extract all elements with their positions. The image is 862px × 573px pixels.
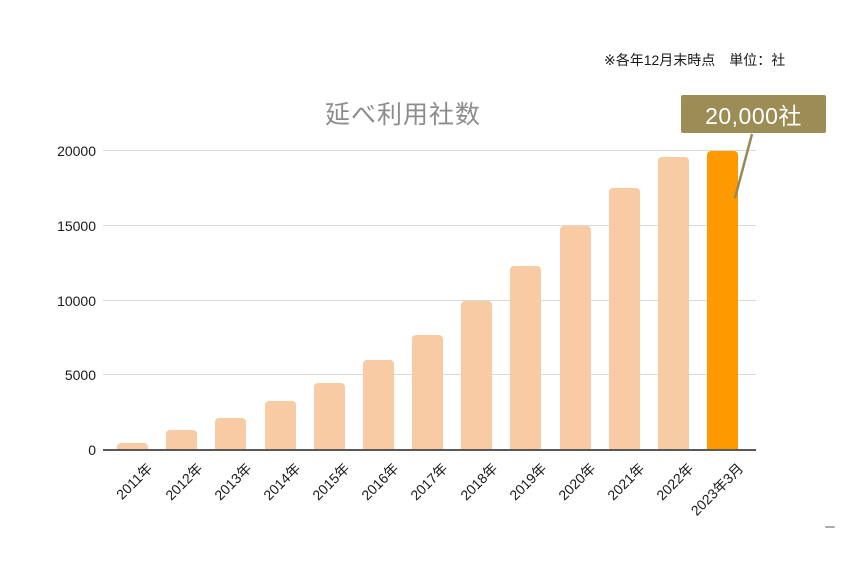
source-note: ※各年12月末時点 単位：社	[604, 52, 786, 68]
x-tick-label-2020年: 2020年	[555, 460, 599, 504]
y-tick-label-15000: 15000	[57, 217, 96, 234]
bar-2016年	[362, 360, 394, 450]
callout-label: 20,000社	[681, 95, 826, 133]
bar-2018年	[461, 300, 493, 450]
bar-2012年	[166, 429, 198, 450]
plot-area	[103, 150, 756, 451]
y-tick-label-5000: 5000	[64, 367, 96, 384]
y-tick-label-20000: 20000	[57, 143, 96, 159]
bar-2013年	[215, 417, 247, 450]
x-tick-label-2022年: 2022年	[653, 460, 697, 504]
x-tick-label-2016年: 2016年	[358, 460, 402, 504]
gridline-20000	[103, 150, 756, 151]
x-tick-label-2014年: 2014年	[260, 460, 304, 504]
x-tick-label-2021年: 2021年	[604, 460, 648, 504]
x-tick-label-2012年: 2012年	[161, 460, 205, 504]
bar-2015年	[313, 382, 345, 450]
bar-2022年	[657, 156, 689, 450]
x-tick-label-2018年: 2018年	[456, 460, 501, 504]
bar-2014年	[264, 400, 296, 450]
gridline-15000	[103, 224, 756, 226]
bar-2023年3月	[707, 151, 739, 450]
bar-2021年	[608, 188, 640, 450]
bar-2017年	[412, 334, 444, 450]
x-tick-label-2017年: 2017年	[407, 460, 451, 504]
x-tick-label-2023年3月: 2023年3月	[687, 460, 746, 519]
x-tick-label-2015年: 2015年	[309, 460, 353, 504]
x-tick-label-2013年: 2013年	[210, 460, 255, 504]
gridline-10000	[103, 299, 756, 301]
y-tick-label-0: 0	[88, 442, 96, 458]
stray-dash	[825, 526, 835, 528]
x-axis-line	[103, 449, 756, 451]
chart-title: 延べ利用社数	[324, 101, 481, 129]
x-tick-label-2019年: 2019年	[505, 460, 550, 504]
y-tick-label-10000: 10000	[57, 292, 96, 309]
bar-2011年	[117, 443, 148, 450]
bar-2020年	[559, 225, 591, 450]
bar-2019年	[510, 266, 542, 450]
x-tick-label-2011年: 2011年	[113, 460, 156, 503]
